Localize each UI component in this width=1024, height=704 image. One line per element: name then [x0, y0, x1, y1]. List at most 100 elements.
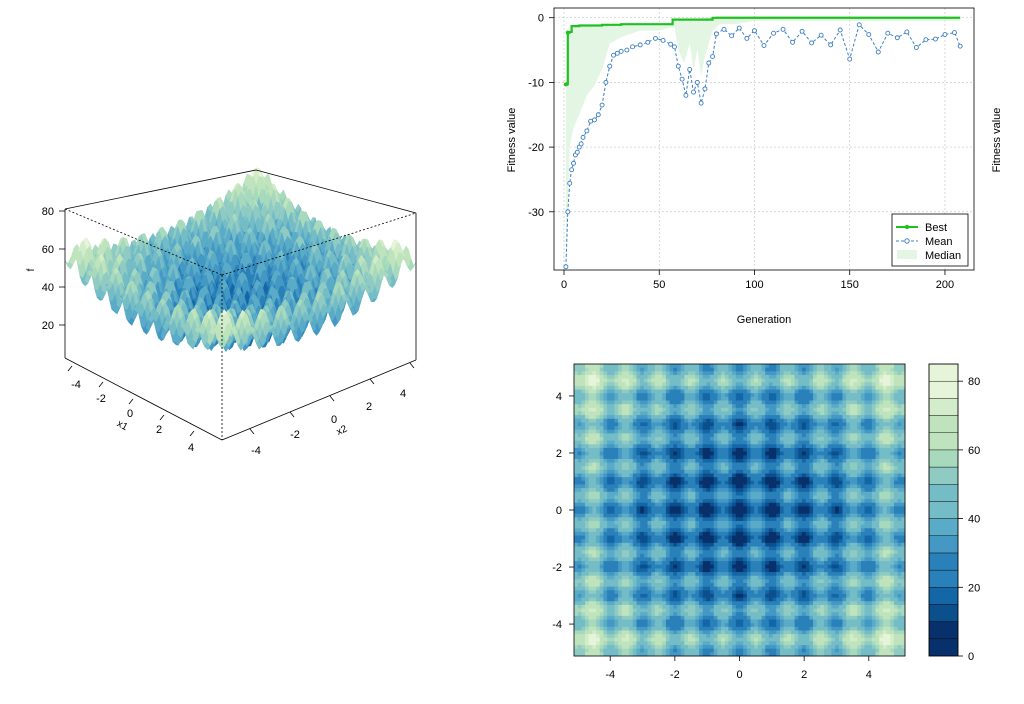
heatmap-cell — [581, 495, 586, 500]
heatmap-cell — [596, 437, 601, 442]
heatmap-cell — [585, 520, 590, 525]
heatmap-cell — [588, 458, 593, 463]
heatmap-cell — [596, 466, 601, 471]
heatmap-cell — [581, 440, 586, 445]
heatmap-cell — [607, 378, 612, 383]
mean-point — [818, 32, 824, 38]
heatmap-cell — [603, 645, 608, 650]
heatmap-cell — [581, 583, 586, 588]
heatmap-cell — [603, 499, 608, 504]
heatmap-cell — [577, 502, 582, 507]
heatmap-cell — [588, 396, 593, 401]
heatmap-cell — [599, 528, 604, 533]
heatmap-cell — [603, 564, 608, 569]
heatmap-cell — [599, 535, 604, 540]
heatmap-cell — [577, 542, 582, 547]
heatmap-cell — [599, 415, 604, 420]
heatmap-cell — [599, 553, 604, 558]
heatmap-cell — [607, 422, 612, 427]
heatmap-cell — [585, 440, 590, 445]
heatmap-cell — [596, 510, 601, 515]
heatmap-cell — [592, 575, 597, 580]
heatmap-cell — [592, 510, 597, 515]
heatmap-cell — [592, 440, 597, 445]
heatmap-cell — [596, 367, 601, 372]
heatmap-cell — [574, 437, 579, 442]
heatmap-cell — [599, 477, 604, 482]
heatmap-cell — [596, 433, 601, 438]
heatmap-cell — [588, 491, 593, 496]
heatmap-cell — [588, 447, 593, 452]
heatmap-cell — [596, 597, 601, 602]
heatmap-cell — [588, 506, 593, 511]
heatmap-cell — [588, 550, 593, 555]
heatmap-cell — [603, 447, 608, 452]
heatmap-cell — [592, 407, 597, 412]
heatmap-cell — [596, 374, 601, 379]
heatmap-cell — [574, 491, 579, 496]
heatmap-cell — [581, 648, 586, 653]
heatmap-cell — [577, 444, 582, 449]
heatmap-cell — [592, 473, 597, 478]
mean-point — [706, 60, 712, 66]
heatmap-cell — [599, 404, 604, 409]
mean-point — [675, 63, 681, 69]
heatmap-cell — [599, 407, 604, 412]
mean-point — [571, 160, 576, 166]
heatmap-cell — [603, 539, 608, 544]
ga-ylabel-right: Fitness value — [991, 108, 1003, 173]
heatmap-cell — [603, 557, 608, 562]
heatmap-cell — [577, 499, 582, 504]
heatmap-cell — [596, 447, 601, 452]
heatmap-cell — [592, 615, 597, 620]
heatmap-cell — [577, 637, 582, 642]
heatmap-cell — [581, 561, 586, 566]
heatmap-cell — [596, 550, 601, 555]
heatmap-cell — [607, 396, 612, 401]
heatmap-cell — [607, 429, 612, 434]
heatmap-cell — [588, 466, 593, 471]
heatmap-cell — [603, 579, 608, 584]
heatmap-cell — [585, 407, 590, 412]
heatmap-cell — [574, 546, 579, 551]
heatmap-cell — [596, 378, 601, 383]
heatmap-cell — [603, 583, 608, 588]
heatmap-cell — [585, 510, 590, 515]
ga-x-tick-label: 0 — [561, 279, 567, 291]
heatmap-cell — [574, 495, 579, 500]
heatmap-cell — [574, 407, 579, 412]
heatmap-cell — [592, 579, 597, 584]
heatmap-cell — [603, 623, 608, 628]
heatmap-cell — [588, 495, 593, 500]
heatmap-cell — [581, 608, 586, 613]
heatmap-cell — [588, 619, 593, 624]
heatmap-cell — [607, 364, 612, 369]
heatmap-cell — [596, 495, 601, 500]
heatmap-cell — [581, 597, 586, 602]
heatmap-cell — [577, 484, 582, 489]
heatmap-cell — [577, 374, 582, 379]
heatmap-cell — [607, 418, 612, 423]
heatmap-cell — [603, 586, 608, 591]
heatmap-cell — [588, 469, 593, 474]
heatmap-cell — [574, 378, 579, 383]
heatmap-cell — [574, 393, 579, 398]
heatmap-cell — [581, 637, 586, 642]
heatmap-cell — [596, 451, 601, 456]
mean-point — [932, 36, 938, 42]
x2-tick-label: 2 — [366, 401, 372, 413]
heatmap-cell — [585, 444, 590, 449]
heatmap-cell — [577, 590, 582, 595]
mean-point — [618, 48, 624, 54]
heatmap-cell — [574, 608, 579, 613]
heatmap-cell — [577, 546, 582, 551]
heatmap-cell — [574, 385, 579, 390]
heatmap-cell — [603, 634, 608, 639]
heatmap-cell — [588, 575, 593, 580]
heatmap-cell — [592, 469, 597, 474]
heatmap-cell — [588, 429, 593, 434]
heatmap-cell — [577, 535, 582, 540]
heatmap-cell — [588, 568, 593, 573]
mean-point — [866, 32, 872, 37]
heatmap-cell — [592, 477, 597, 482]
